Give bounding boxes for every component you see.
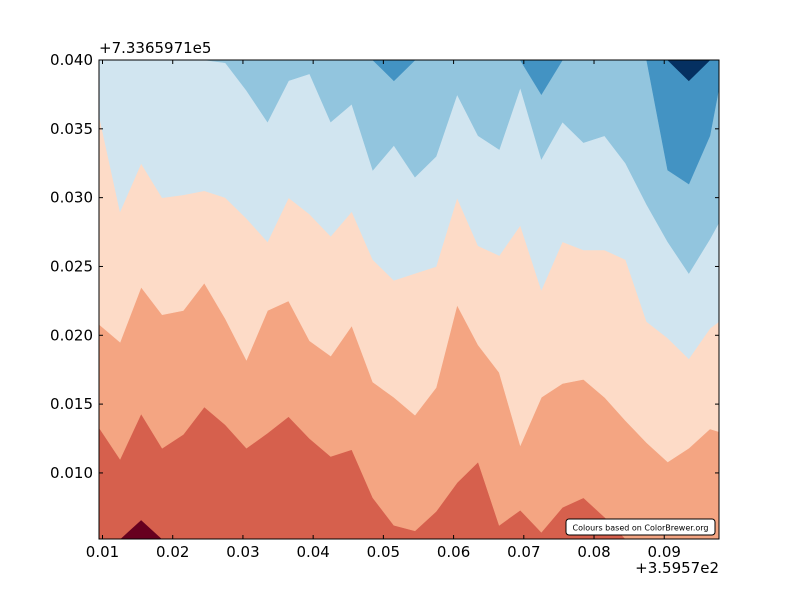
x-offset-label: +3.5957e2 bbox=[635, 559, 719, 577]
x-tick-label-2: 0.02 bbox=[156, 543, 189, 561]
x-axis-ticks: 0.01 0.02 0.03 0.04 0.05 0.06 0.07 0.08 0.09 bbox=[86, 60, 681, 561]
y-offset-label: +7.3365971e5 bbox=[99, 39, 211, 57]
contour-band-7 bbox=[99, 60, 719, 185]
x-tick-label-7: 0.07 bbox=[507, 543, 540, 561]
x-tick-label-8: 0.08 bbox=[577, 543, 610, 561]
annotation-text: Colours based on ColorBrewer.org bbox=[573, 524, 709, 533]
y-tick-label-1: 0.010 bbox=[50, 464, 93, 482]
y-tick-label-6: 0.035 bbox=[50, 120, 93, 138]
annotation-box bbox=[565, 518, 716, 536]
y-tick-label-7: 0.040 bbox=[50, 51, 93, 69]
x-tick-label-5: 0.05 bbox=[367, 543, 400, 561]
plot-frame bbox=[98, 59, 720, 540]
y-tick-label-2: 0.015 bbox=[50, 395, 93, 413]
contour-bands bbox=[99, 60, 719, 539]
x-tick-label-3: 0.03 bbox=[226, 543, 259, 561]
y-axis-ticks: 0.010 0.015 0.020 0.025 0.030 0.035 0.040 bbox=[50, 51, 719, 482]
x-tick-label-6: 0.06 bbox=[437, 543, 470, 561]
y-tick-label-4: 0.025 bbox=[50, 257, 93, 275]
colorbrewer-annotation: Colours based on ColorBrewer.org bbox=[565, 518, 716, 536]
x-tick-label-4: 0.04 bbox=[296, 543, 329, 561]
y-tick-label-5: 0.030 bbox=[50, 189, 93, 207]
contour-band-6 bbox=[99, 60, 719, 274]
y-tick-label-3: 0.020 bbox=[50, 326, 93, 344]
x-tick-label-9: 0.09 bbox=[648, 543, 681, 561]
x-tick-label-1: 0.01 bbox=[86, 543, 119, 561]
